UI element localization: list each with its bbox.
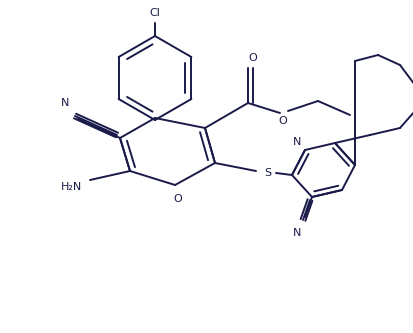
Text: N: N [292, 228, 301, 238]
Text: O: O [248, 53, 257, 63]
Text: Cl: Cl [149, 8, 160, 18]
Text: S: S [264, 168, 271, 178]
Text: O: O [278, 116, 287, 126]
Text: N: N [61, 98, 69, 108]
Text: O: O [173, 194, 182, 204]
Text: N: N [292, 137, 301, 147]
Text: H₂N: H₂N [61, 182, 83, 192]
